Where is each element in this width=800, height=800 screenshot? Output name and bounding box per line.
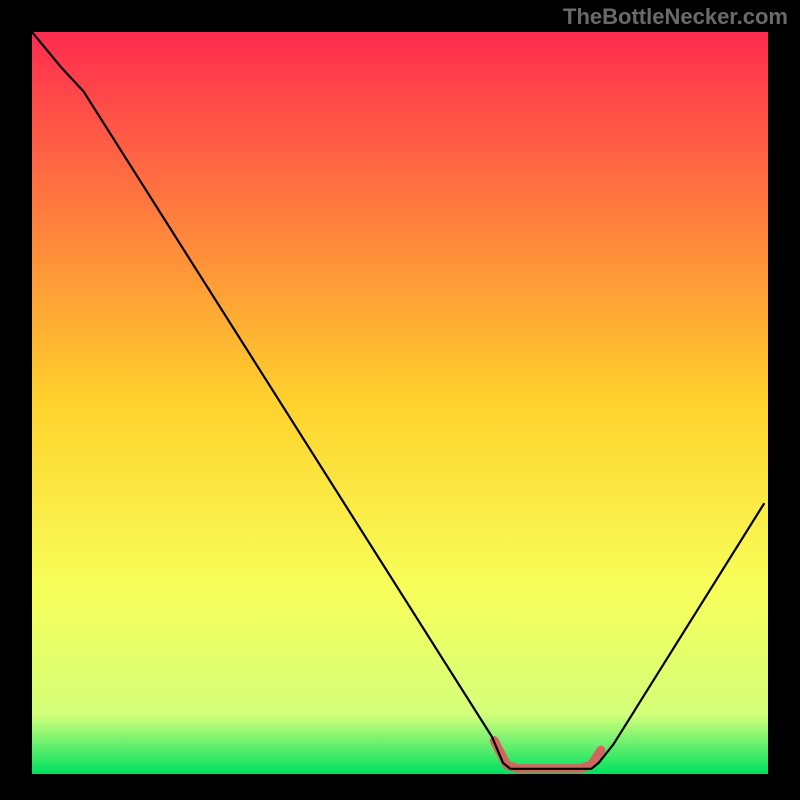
chart-container: TheBottleNecker.com <box>0 0 800 800</box>
watermark-text: TheBottleNecker.com <box>563 4 788 30</box>
highlight-segment <box>494 741 601 769</box>
bottleneck-curve <box>32 32 764 769</box>
curve-svg <box>0 0 800 800</box>
